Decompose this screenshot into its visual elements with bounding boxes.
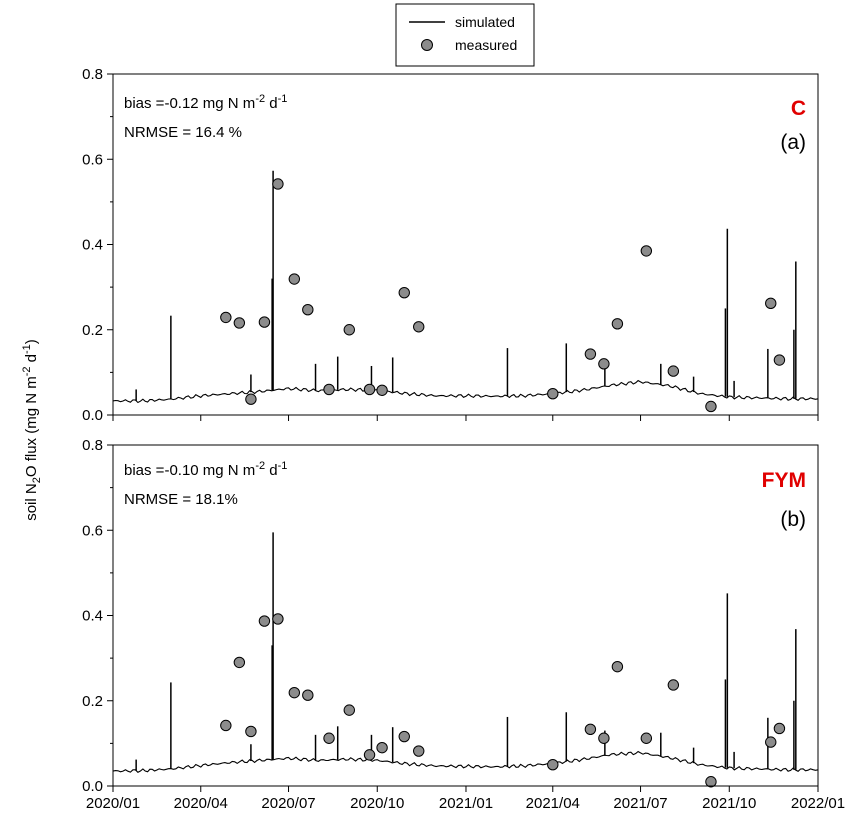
panel-a-nrmse: NRMSE = 16.4 % [124, 124, 242, 141]
panel-b-measured-point [363, 749, 376, 761]
x-tick-label: 2020/04 [174, 795, 228, 812]
panel-b-y-tick-label: 0.0 [82, 778, 103, 795]
panel-a-measured-point [598, 358, 610, 370]
panel-a: 0.0 0.2 0.4 0.6 0.8 bias =-0.12 mg N m-2 d-1… [82, 66, 819, 424]
legend-simulated-label: simulated [455, 14, 515, 30]
panel-a-measured-point [547, 387, 559, 400]
panel-a-measured-point [705, 400, 717, 413]
panel-b-title: FYM [762, 469, 806, 492]
panel-a-measured-point [272, 178, 284, 190]
panel-b-frame [112, 444, 819, 787]
panel-b-measured-point [765, 736, 777, 748]
panel-b-measured-point [640, 732, 653, 744]
panel-b-measured-point [245, 725, 257, 738]
panel-b-y-tick-label: 0.8 [82, 437, 103, 454]
panel-b-measured-point [773, 722, 786, 735]
panel-a-measured-point [413, 321, 425, 333]
panel-b-measured-point [302, 689, 314, 701]
panel-a-measured-point [302, 304, 314, 316]
panel-b: 0.0 0.2 0.4 0.6 0.8 bias =-0.10 mg N m-2 d-1… [82, 437, 819, 795]
y-axis-label: soil N2O flux (mg N m-2 d-1) [21, 339, 43, 521]
panel-b-simulated-line [112, 750, 819, 773]
panel-a-measured-point [258, 316, 271, 328]
panel-a-frame [112, 73, 819, 416]
panel-b-measured-point [584, 723, 597, 736]
panel-a-measured-point [584, 348, 597, 360]
panel-b-measured-point [611, 660, 624, 673]
panel-a-simulated-line [112, 379, 819, 404]
panel-b-measured-point [272, 613, 284, 625]
panel-b-measured-point [705, 776, 717, 788]
panel-a-letter: (a) [780, 131, 806, 154]
panel-b-nrmse: NRMSE = 18.1% [124, 491, 238, 508]
panel-b-measured-point [598, 732, 610, 744]
panel-b-y-tick-label: 0.4 [82, 608, 103, 625]
panel-a-measured-point [667, 365, 680, 377]
panel-a-title: C [791, 97, 806, 120]
x-tick-label: 2020/10 [350, 795, 404, 812]
panel-a-measured-point [233, 317, 246, 329]
panel-b-measured-point [233, 656, 246, 669]
panel-a-measured-point [611, 318, 624, 330]
panel-b-measured-point [398, 730, 410, 743]
panel-a-measured-point [220, 311, 232, 324]
x-tick-label: 2021/07 [613, 795, 667, 812]
panel-b-y-tick-label: 0.2 [82, 693, 103, 710]
panel-a-y-ticks: 0.0 0.2 0.4 0.6 0.8 [82, 66, 113, 424]
legend-measured-label: measured [455, 37, 517, 53]
panel-b-y-tick-label: 0.6 [82, 522, 103, 539]
panel-a-measured-point [376, 384, 388, 396]
panel-b-measured-point [220, 719, 232, 732]
x-tick-label: 2022/01 [791, 795, 845, 812]
panel-b-measured-point [376, 741, 388, 754]
panel-a-y-tick-label: 0.6 [82, 151, 103, 168]
panel-a-measured-point [323, 383, 335, 396]
panel-a-measured-point [398, 286, 410, 299]
panel-b-measured-point [413, 745, 425, 757]
x-tick-label: 2021/01 [439, 795, 493, 812]
panel-b-measured-point [547, 758, 559, 771]
panel-b-measured-point [258, 615, 271, 627]
panel-b-bias: bias =-0.10 mg N m-2 d-1 [124, 460, 287, 479]
panel-b-measured-point [323, 732, 335, 744]
x-tick-labels: 2020/01 2020/04 2020/07 2020/10 2021/01 2021/… [86, 795, 845, 812]
x-tick-label: 2021/04 [526, 795, 580, 812]
panel-a-measured-point [288, 273, 301, 285]
panel-b-x-ticks [112, 786, 819, 792]
panel-b-letter: (b) [780, 508, 806, 531]
panel-a-measured-point [765, 297, 777, 310]
panel-a-measured-point [773, 354, 786, 366]
panel-a-y-tick-label: 0.4 [82, 237, 103, 254]
panel-a-measured-point [640, 245, 653, 257]
panel-b-series [112, 532, 819, 788]
panel-a-series [112, 170, 819, 413]
panel-a-measured-point [245, 393, 257, 405]
panel-a-y-tick-label: 0.2 [82, 322, 103, 339]
x-tick-label: 2020/01 [86, 795, 140, 812]
panel-a-x-ticks [112, 415, 819, 421]
panel-a-bias: bias =-0.12 mg N m-2 d-1 [124, 93, 287, 112]
panel-b-measured-point [667, 679, 680, 691]
panel-b-measured-point [343, 704, 355, 716]
panel-a-measured-point [343, 324, 355, 336]
legend: simulated measured [395, 3, 535, 67]
x-tick-label: 2021/10 [702, 795, 756, 812]
panel-a-y-tick-label: 0.8 [82, 66, 103, 83]
panel-a-measured-point [363, 383, 376, 396]
panel-b-y-ticks: 0.0 0.2 0.4 0.6 0.8 [82, 437, 113, 795]
legend-measured-marker [421, 39, 433, 51]
panel-a-y-tick-label: 0.0 [82, 407, 103, 424]
legend-box [395, 3, 535, 67]
x-tick-label: 2020/07 [261, 795, 315, 812]
panel-b-measured-point [288, 686, 301, 699]
